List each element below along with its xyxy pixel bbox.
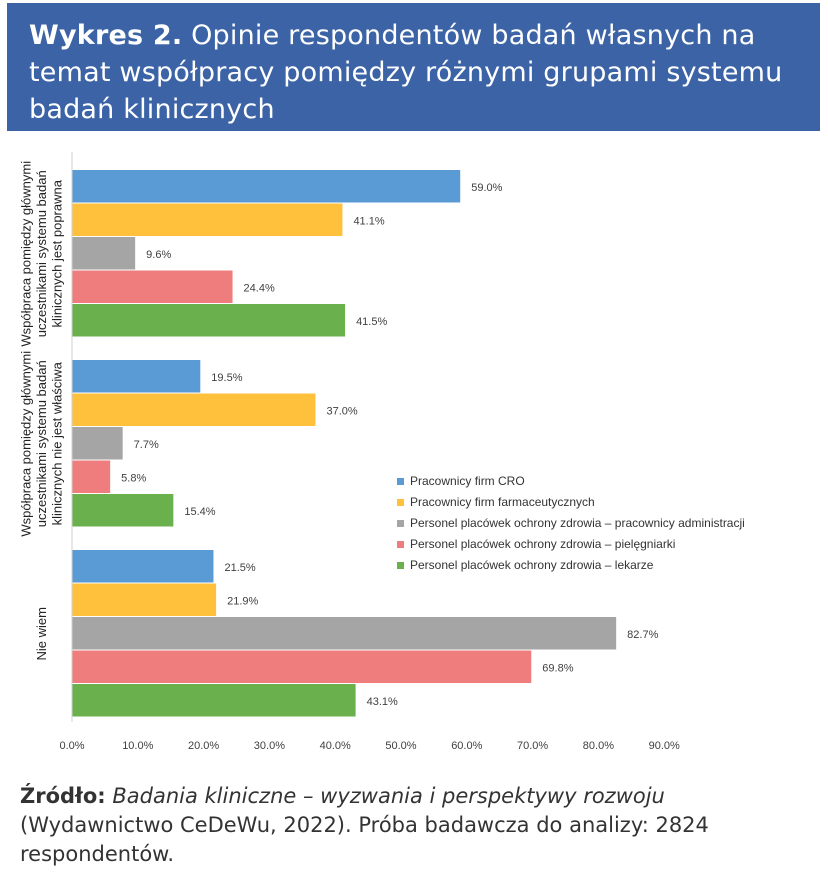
legend-entry-2: Personel placówek ochrony zdrowia – prac… (410, 516, 745, 530)
data-label-2-4: 43.1% (367, 696, 398, 708)
bar-1-4 (72, 494, 174, 527)
x-tick-label: 10.0% (122, 740, 153, 752)
bar-2-1 (72, 583, 217, 616)
bar-0-3 (72, 270, 233, 303)
x-tick-label: 90.0% (649, 740, 680, 752)
category-label-0: Współpraca pomiędzy głównymiuczestnikami… (19, 161, 65, 347)
chart-title-text: Opinie respondentów badań własnych na te… (29, 20, 783, 125)
data-label-0-3: 24.4% (244, 282, 275, 294)
legend-entry-3: Personel placówek ochrony zdrowia – piel… (410, 537, 675, 551)
bar-1-0 (72, 360, 201, 393)
data-label-2-3: 69.8% (542, 662, 573, 674)
data-label-1-2: 7.7% (134, 439, 159, 451)
data-label-1-4: 15.4% (184, 506, 215, 518)
category-label-line: klinicznych nie jest właściwa (50, 361, 65, 525)
bar-0-0 (72, 170, 461, 203)
source-details: (Wydawnictwo CeDeWu, 2022). Próba badawc… (20, 813, 709, 866)
bar-2-4 (72, 684, 356, 717)
data-label-2-1: 21.9% (227, 595, 258, 607)
x-tick-label: 30.0% (254, 740, 285, 752)
legend-entry-4: Personel placówek ochrony zdrowia – leka… (410, 558, 654, 572)
category-label-2: Nie wiem (34, 607, 49, 660)
legend-entry-0: Pracownicy firm CRO (410, 474, 525, 488)
bar-2-0 (72, 550, 214, 583)
legend-swatch-4 (397, 562, 404, 569)
category-label-line: klinicznych jest poprawna (50, 179, 65, 327)
legend-swatch-3 (397, 541, 404, 548)
x-tick-label: 40.0% (320, 740, 351, 752)
source-note: Źródło: Badania kliniczne – wyzwania i p… (20, 782, 820, 869)
legend-swatch-1 (397, 499, 404, 506)
bar-0-2 (72, 237, 136, 270)
data-label-1-0: 19.5% (211, 372, 242, 384)
source-label: Źródło: (20, 784, 106, 808)
bar-0-4 (72, 304, 346, 337)
bar-1-1 (72, 393, 316, 426)
data-label-0-0: 59.0% (471, 182, 502, 194)
source-title: Badania kliniczne – wyzwania i perspekty… (112, 784, 665, 808)
x-tick-label: 50.0% (385, 740, 416, 752)
category-label-1: Współpraca pomiędzy głównymiuczestnikami… (19, 351, 65, 537)
category-label-line: uczestnikami systemu badań (34, 360, 49, 527)
x-tick-label: 60.0% (451, 740, 482, 752)
chart-header: Wykres 2. Opinie respondentów badań włas… (7, 3, 820, 131)
bar-0-1 (72, 203, 343, 236)
data-label-0-4: 41.5% (356, 316, 387, 328)
x-tick-label: 20.0% (188, 740, 219, 752)
bar-1-2 (72, 427, 123, 460)
chart-title: Wykres 2. Opinie respondentów badań włas… (29, 17, 819, 128)
data-label-0-2: 9.6% (146, 249, 171, 261)
category-label-line: Nie wiem (34, 607, 49, 660)
data-label-1-3: 5.8% (121, 472, 146, 484)
legend-swatch-2 (397, 520, 404, 527)
data-label-0-1: 41.1% (353, 215, 384, 227)
bar-1-3 (72, 460, 111, 493)
data-label-2-2: 82.7% (627, 629, 658, 641)
chart-title-prefix: Wykres 2. (29, 20, 183, 51)
legend-entry-1: Pracownicy firm farmaceutycznych (410, 495, 595, 509)
category-label-line: Współpraca pomiędzy głównymi (19, 161, 34, 347)
legend-swatch-0 (397, 478, 404, 485)
data-label-1-1: 37.0% (326, 405, 357, 417)
x-tick-label: 80.0% (583, 740, 614, 752)
data-label-2-0: 21.5% (224, 562, 255, 574)
x-tick-label: 0.0% (59, 740, 84, 752)
bar-2-3 (72, 650, 532, 683)
category-label-line: uczestnikami systemu badań (34, 170, 49, 337)
bar-2-2 (72, 617, 617, 650)
bar-chart: 59.0% 41.1% 9.6% 24.4% 41.5% 19.5% 37.0% 7.7% 5.… (19, 152, 745, 752)
category-label-line: Współpraca pomiędzy głównymi (19, 351, 34, 537)
x-tick-label: 70.0% (517, 740, 548, 752)
